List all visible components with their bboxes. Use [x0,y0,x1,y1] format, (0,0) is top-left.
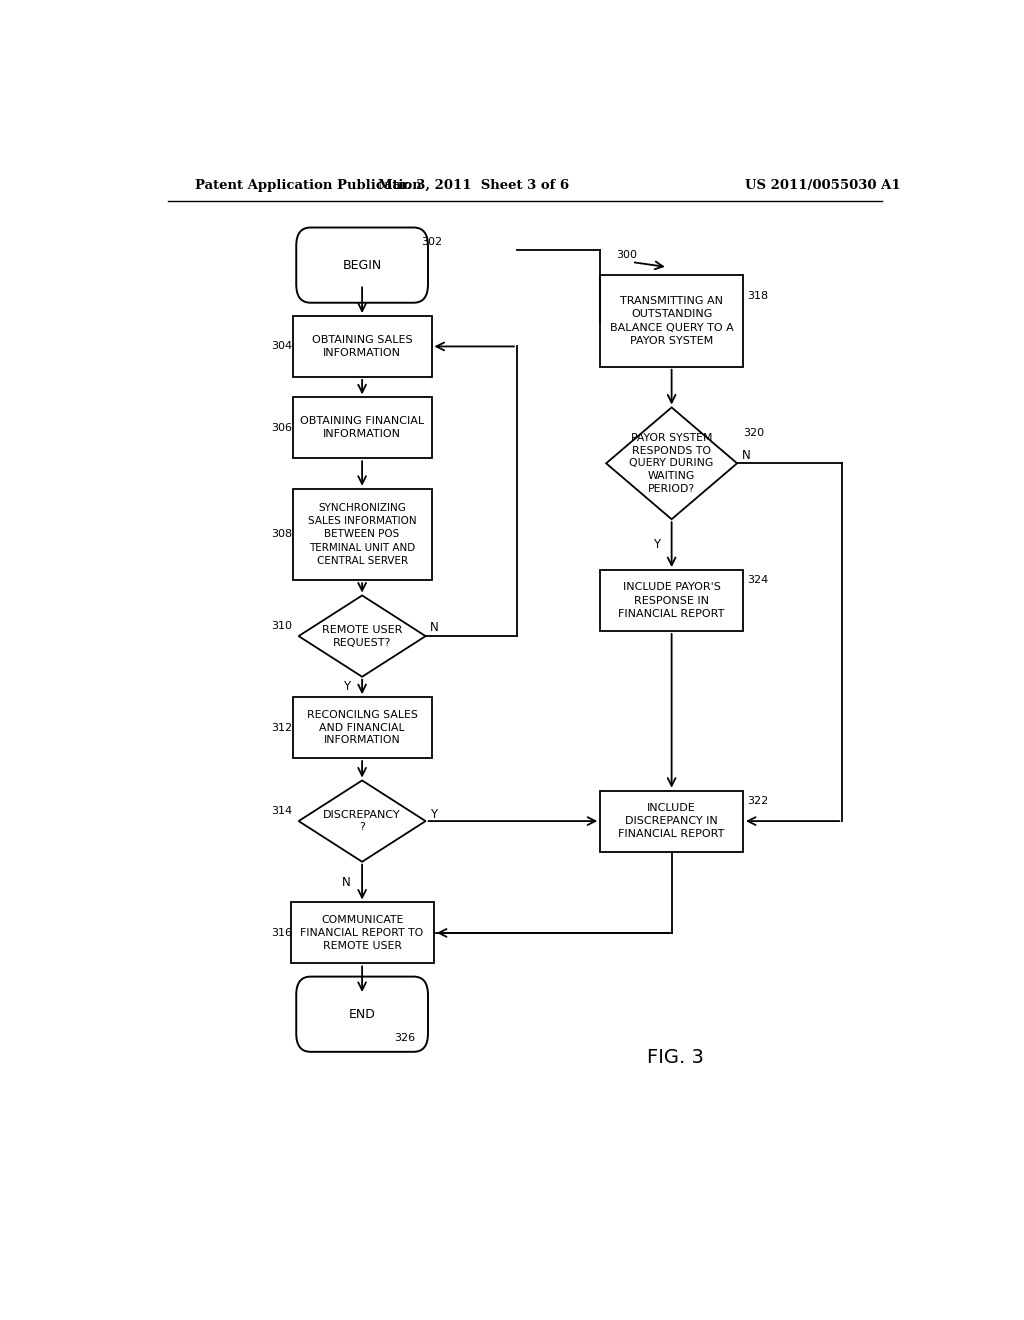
Text: 314: 314 [270,807,292,816]
Text: PAYOR SYSTEM
RESPONDS TO
QUERY DURING
WAITING
PERIOD?: PAYOR SYSTEM RESPONDS TO QUERY DURING WA… [630,433,714,494]
Text: N: N [341,875,350,888]
Text: 304: 304 [270,342,292,351]
FancyBboxPatch shape [293,315,431,378]
Text: INCLUDE
DISCREPANCY IN
FINANCIAL REPORT: INCLUDE DISCREPANCY IN FINANCIAL REPORT [618,803,725,840]
Text: Mar. 3, 2011  Sheet 3 of 6: Mar. 3, 2011 Sheet 3 of 6 [378,178,568,191]
FancyBboxPatch shape [293,488,431,581]
Text: 300: 300 [616,249,637,260]
Polygon shape [299,780,426,862]
Polygon shape [606,408,737,519]
Text: 310: 310 [270,620,292,631]
Text: Y: Y [430,808,437,821]
FancyBboxPatch shape [296,977,428,1052]
Text: 302: 302 [422,236,442,247]
Text: DISCREPANCY
?: DISCREPANCY ? [324,809,401,833]
Polygon shape [299,595,426,677]
FancyBboxPatch shape [293,397,431,458]
Text: REMOTE USER
REQUEST?: REMOTE USER REQUEST? [322,624,402,648]
FancyBboxPatch shape [293,697,431,758]
Text: US 2011/0055030 A1: US 2011/0055030 A1 [744,178,900,191]
Text: Y: Y [343,680,350,693]
FancyBboxPatch shape [600,791,743,851]
Text: N: N [430,622,439,635]
Text: Patent Application Publication: Patent Application Publication [196,178,422,191]
Text: FIG. 3: FIG. 3 [647,1048,705,1068]
Text: COMMUNICATE
FINANCIAL REPORT TO
REMOTE USER: COMMUNICATE FINANCIAL REPORT TO REMOTE U… [300,915,424,950]
Text: Y: Y [652,539,659,552]
Text: 322: 322 [748,796,768,805]
FancyBboxPatch shape [600,570,743,631]
Text: 316: 316 [270,928,292,939]
Text: SYNCHRONIZING
SALES INFORMATION
BETWEEN POS
TERMINAL UNIT AND
CENTRAL SERVER: SYNCHRONIZING SALES INFORMATION BETWEEN … [308,503,417,566]
Text: 320: 320 [743,428,764,438]
Text: OBTAINING FINANCIAL
INFORMATION: OBTAINING FINANCIAL INFORMATION [300,416,424,440]
Text: 326: 326 [394,1032,415,1043]
Text: TRANSMITTING AN
OUTSTANDING
BALANCE QUERY TO A
PAYOR SYSTEM: TRANSMITTING AN OUTSTANDING BALANCE QUER… [609,296,733,346]
FancyBboxPatch shape [291,903,433,964]
Text: OBTAINING SALES
INFORMATION: OBTAINING SALES INFORMATION [311,335,413,358]
Text: INCLUDE PAYOR'S
RESPONSE IN
FINANCIAL REPORT: INCLUDE PAYOR'S RESPONSE IN FINANCIAL RE… [618,582,725,619]
Text: 318: 318 [748,290,768,301]
Text: N: N [741,449,751,462]
Text: 324: 324 [748,576,768,585]
Text: 308: 308 [270,529,292,540]
FancyBboxPatch shape [600,276,743,367]
FancyBboxPatch shape [296,227,428,302]
Text: 306: 306 [270,422,292,433]
Text: 312: 312 [270,722,292,733]
Text: BEGIN: BEGIN [342,259,382,272]
Text: END: END [349,1007,376,1020]
Text: RECONCILNG SALES
AND FINANCIAL
INFORMATION: RECONCILNG SALES AND FINANCIAL INFORMATI… [306,710,418,746]
